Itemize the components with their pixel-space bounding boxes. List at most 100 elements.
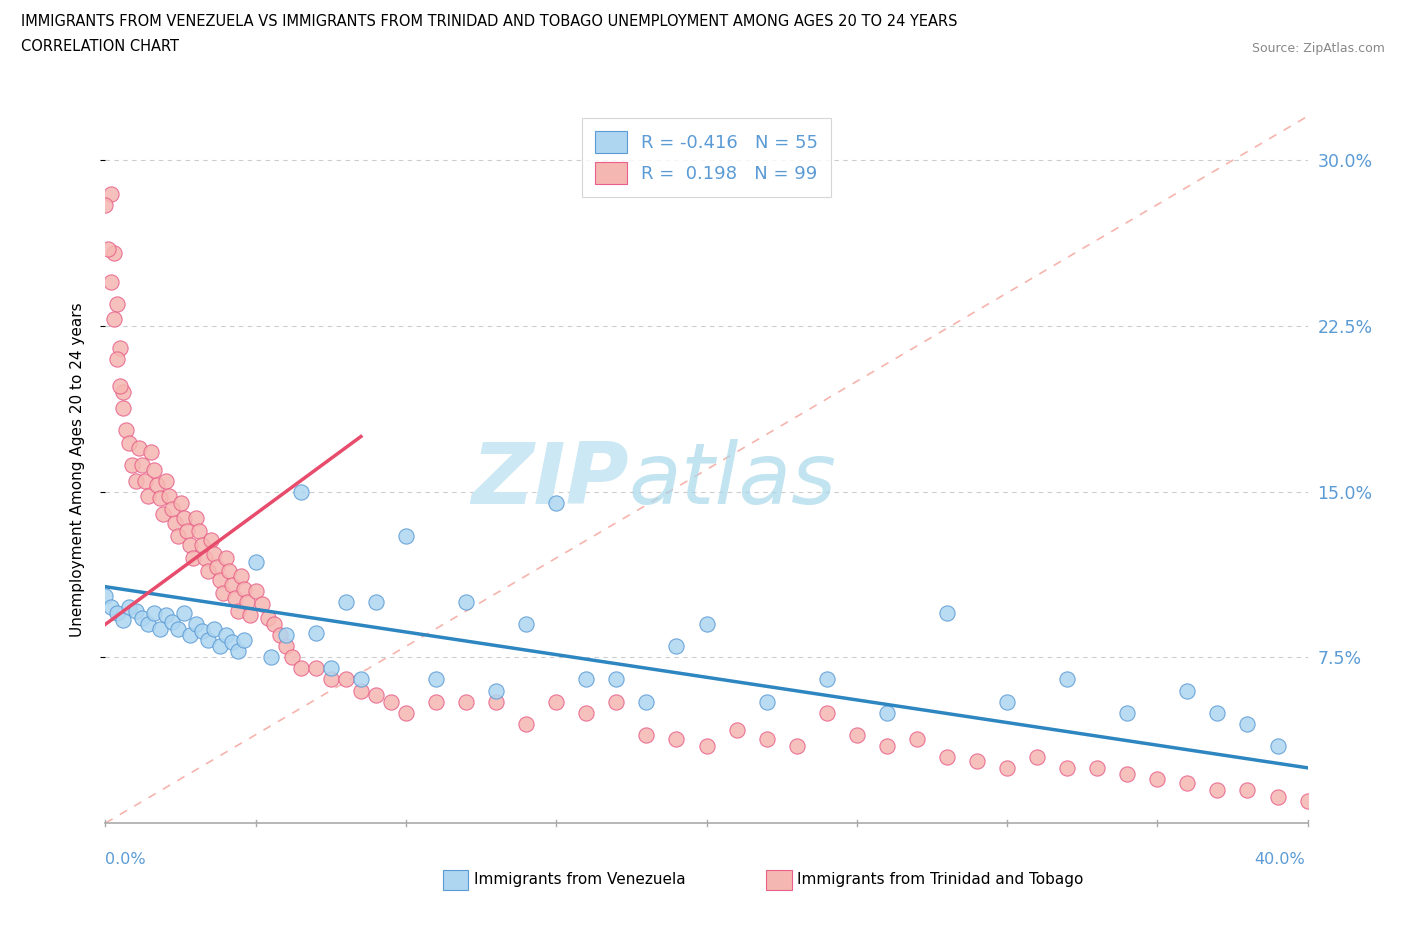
Point (1175, 683, 1198, 698)
Point (232, 632, 254, 647)
Point (200, 533, 222, 548)
Point (636, 694, 658, 709)
Point (1116, 705, 1139, 720)
Point (103, 246, 125, 260)
Point (335, 595, 357, 610)
Point (136, 489, 159, 504)
Point (1236, 782, 1258, 797)
Point (665, 732, 688, 747)
Point (110, 379, 132, 393)
Point (221, 634, 243, 649)
Point (166, 621, 188, 636)
Point (218, 564, 240, 578)
Point (1175, 776, 1198, 790)
Text: Source: ZipAtlas.com: Source: ZipAtlas.com (1251, 42, 1385, 55)
Point (232, 581, 254, 596)
Point (121, 458, 143, 472)
Point (1267, 789, 1289, 804)
Point (115, 422, 138, 437)
Point (131, 458, 153, 472)
Point (100, 186, 122, 201)
Point (1056, 672, 1078, 687)
Point (145, 478, 167, 493)
Point (197, 632, 219, 647)
Point (190, 623, 212, 638)
Point (1206, 782, 1229, 797)
Point (250, 597, 273, 612)
Point (112, 385, 135, 400)
Point (163, 515, 186, 530)
Point (364, 595, 387, 610)
Point (725, 723, 748, 737)
Point (226, 644, 249, 658)
Point (118, 436, 141, 451)
Point (134, 473, 156, 488)
Point (245, 555, 267, 570)
Point (905, 732, 928, 747)
Point (110, 340, 132, 355)
Point (208, 573, 231, 588)
Y-axis label: Unemployment Among Ages 20 to 24 years: Unemployment Among Ages 20 to 24 years (70, 302, 84, 637)
Point (184, 617, 207, 631)
Point (845, 727, 868, 742)
Point (515, 617, 537, 631)
Point (173, 605, 195, 620)
Point (395, 705, 418, 720)
Text: Immigrants from Trinidad and Tobago: Immigrants from Trinidad and Tobago (797, 872, 1084, 887)
Point (166, 528, 188, 543)
Point (173, 511, 195, 525)
Point (205, 560, 228, 575)
Point (139, 445, 162, 459)
Point (256, 610, 278, 625)
Point (1056, 761, 1078, 776)
Point (350, 683, 373, 698)
Point (815, 705, 838, 720)
Point (94, 588, 117, 603)
Point (214, 628, 236, 643)
Point (208, 639, 231, 654)
Point (350, 672, 373, 687)
Text: atlas: atlas (628, 439, 837, 522)
Point (197, 564, 219, 578)
Point (194, 551, 217, 565)
Point (605, 672, 627, 687)
Point (515, 716, 537, 731)
Point (245, 584, 267, 599)
Point (425, 694, 447, 709)
Point (1296, 793, 1319, 808)
Point (454, 595, 477, 610)
Point (335, 672, 357, 687)
Point (380, 694, 402, 709)
Point (107, 605, 129, 620)
Point (1085, 761, 1108, 776)
Point (160, 502, 183, 517)
Point (966, 753, 988, 768)
Point (229, 568, 252, 583)
Point (107, 352, 129, 366)
Point (155, 608, 177, 623)
Point (224, 591, 246, 605)
Point (319, 661, 342, 676)
Point (575, 705, 598, 720)
Point (485, 694, 508, 709)
Point (214, 551, 236, 565)
Point (1116, 767, 1139, 782)
Point (260, 650, 283, 665)
Point (696, 617, 718, 631)
Point (786, 738, 808, 753)
Point (546, 496, 568, 511)
Point (202, 621, 225, 636)
Point (100, 599, 122, 614)
Point (936, 750, 959, 764)
Point (364, 687, 387, 702)
Point (155, 473, 177, 488)
Point (202, 546, 225, 561)
Point (319, 672, 342, 687)
Point (152, 507, 174, 522)
Point (226, 604, 249, 618)
Point (305, 626, 328, 641)
Point (755, 732, 778, 747)
Point (876, 705, 898, 720)
Point (269, 628, 291, 643)
Point (305, 661, 328, 676)
